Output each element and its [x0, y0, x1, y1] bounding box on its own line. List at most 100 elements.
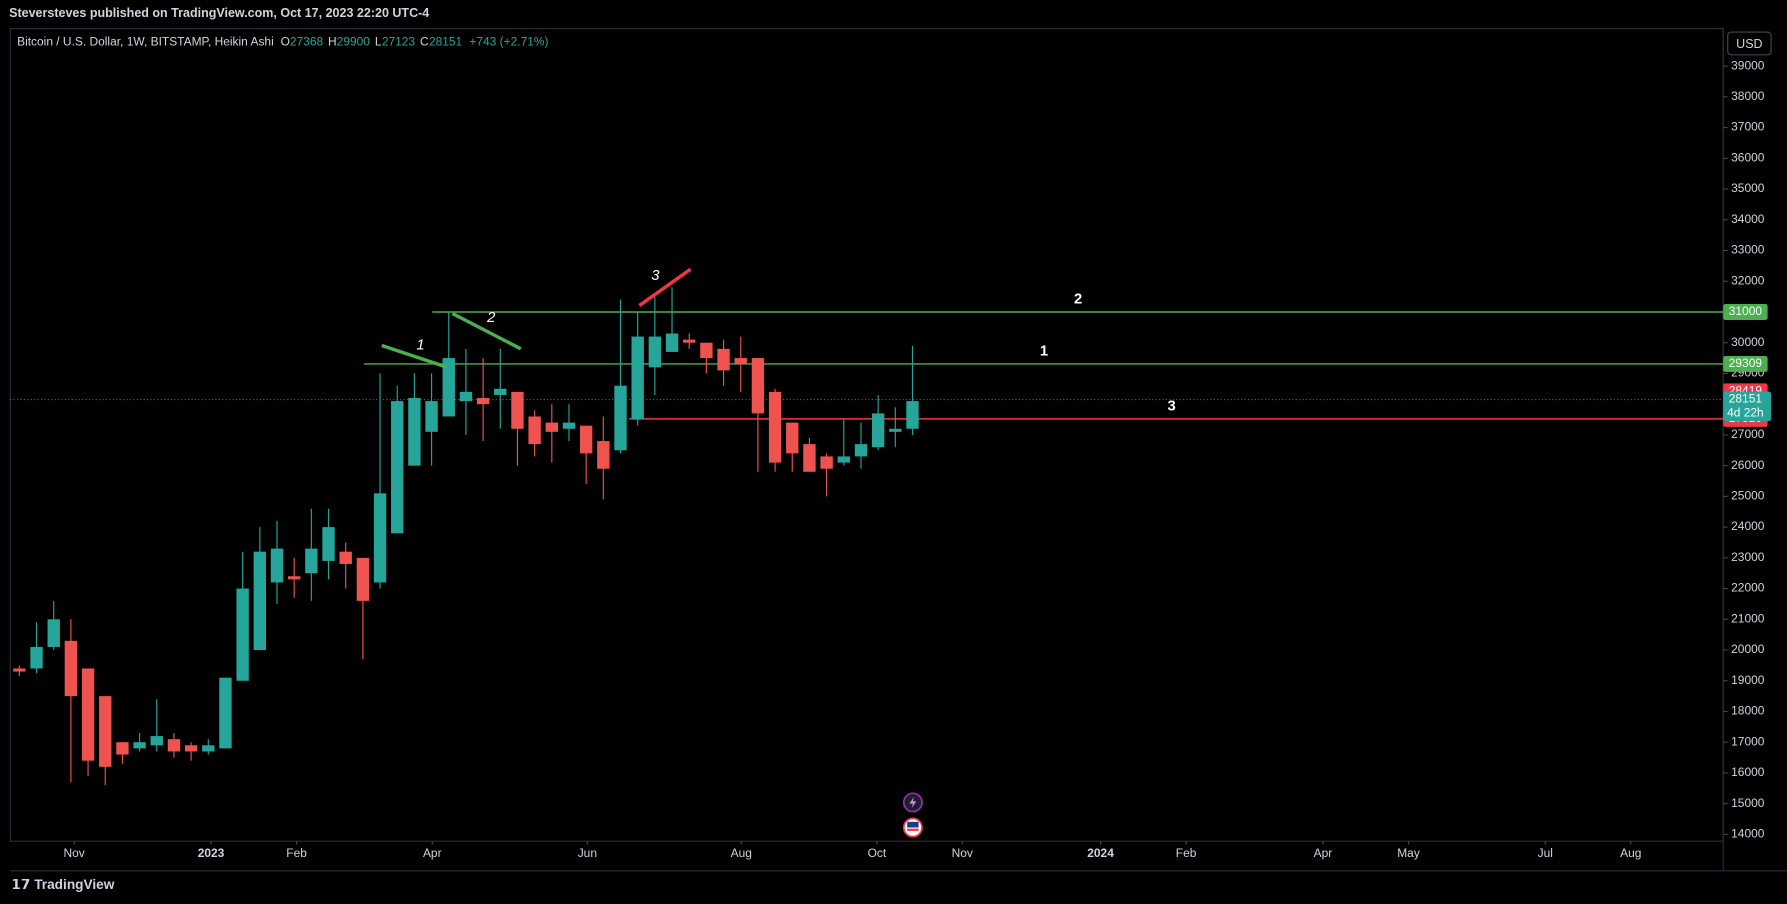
x-tick-label: Apr	[423, 846, 442, 860]
brand: TradingView	[34, 877, 115, 892]
ohlc-value: 27368	[290, 34, 324, 48]
level-label: 3	[1167, 398, 1175, 414]
x-tick-label: Apr	[1314, 846, 1333, 860]
candle-body	[133, 742, 146, 749]
level-tag-label: 31000	[1729, 304, 1763, 318]
candle-body	[631, 336, 644, 420]
y-tick-label: 26000	[1731, 458, 1765, 472]
candle-body	[442, 358, 455, 417]
candle-body	[219, 677, 232, 749]
x-tick-label: Aug	[731, 846, 752, 860]
candle-body	[305, 548, 318, 574]
candle-body	[373, 493, 387, 583]
candle-body	[99, 696, 112, 767]
change: +743 (+2.71%)	[469, 34, 548, 48]
candle-body	[906, 401, 919, 429]
x-tick-label: Feb	[1176, 846, 1197, 860]
y-tick-label: 39000	[1731, 58, 1765, 72]
level-tag	[1723, 355, 1768, 372]
candle-body	[597, 441, 610, 469]
candle-body	[425, 401, 438, 432]
candle-body	[803, 444, 816, 472]
trend-line	[451, 312, 522, 351]
x-tick-label: Jul	[1538, 846, 1553, 860]
trend-line	[381, 343, 448, 369]
y-tick-label: 22000	[1731, 581, 1765, 595]
level-tag-label: 29309	[1729, 356, 1763, 370]
candle-body	[287, 576, 301, 580]
candle-body	[494, 388, 507, 395]
ohlc-legend: O 27368 H 29900 L 27123 C 28151 +743 (+2.71%)	[281, 34, 549, 48]
ohlc-key: H	[328, 34, 337, 48]
x-tick-label: 2023	[198, 846, 225, 860]
candle-body	[545, 422, 558, 432]
y-tick-label: 20000	[1731, 642, 1765, 656]
x-tick-label: Feb	[286, 846, 307, 860]
y-tick-label: 24000	[1731, 519, 1765, 533]
candle-body	[665, 333, 679, 352]
brand-logo: 𝟭𝟳	[11, 877, 30, 892]
candle-body	[820, 456, 833, 469]
candle-body	[734, 358, 747, 365]
candle-body	[476, 398, 490, 405]
plot: 14000 15000 16000 17000 18000 19000 20000 21000…	[10, 58, 1772, 860]
candle-body	[700, 342, 713, 359]
candle-body	[253, 551, 267, 651]
candle-body	[116, 742, 129, 755]
y-tick-label: 19000	[1731, 673, 1765, 687]
y-tick-label: 35000	[1731, 181, 1765, 195]
y-tick-label: 16000	[1731, 765, 1765, 779]
candle-body	[683, 339, 696, 343]
y-tick-label: 23000	[1731, 550, 1765, 564]
candle-body	[13, 668, 26, 672]
candle-body	[614, 385, 627, 451]
y-tick-label: 30000	[1731, 335, 1765, 349]
y-tick-label: 36000	[1731, 150, 1765, 164]
candle-body	[768, 391, 782, 463]
candle-body	[30, 646, 43, 669]
y-tick-label: 32000	[1731, 273, 1765, 287]
candle-body	[202, 745, 215, 752]
price-tag-label: 28151	[1729, 392, 1763, 406]
ohlc-value: 29900	[337, 34, 371, 48]
level-label: 1	[1040, 343, 1048, 359]
currency: USD	[1736, 37, 1762, 51]
y-tick-label: 27000	[1731, 427, 1765, 441]
x-tick-label: Nov	[952, 846, 973, 860]
candle-body	[459, 391, 473, 402]
candle-body	[871, 413, 885, 448]
currency-button[interactable]	[1727, 31, 1772, 56]
drawing-label: 2	[486, 310, 496, 326]
candle-body	[648, 336, 662, 368]
candle-body	[184, 745, 198, 752]
candle-body	[322, 527, 335, 561]
candle-body	[562, 422, 576, 429]
ohlc-value: 28151	[429, 34, 463, 48]
ohlc-key: O	[281, 34, 290, 48]
drawing-label: 1	[416, 337, 424, 353]
x-tick-label: May	[1397, 846, 1420, 860]
candle-body	[81, 668, 95, 761]
candle-body	[889, 428, 902, 432]
x-tick-label: Aug	[1620, 846, 1641, 860]
y-tick-label: 25000	[1731, 489, 1765, 503]
candle-body	[270, 548, 284, 583]
event-icon-glyph	[909, 796, 917, 809]
y-tick-label: 37000	[1731, 120, 1765, 134]
y-tick-label: 18000	[1731, 704, 1765, 718]
candle-body	[339, 551, 352, 564]
y-tick-label: 33000	[1731, 243, 1765, 257]
candle-body	[786, 422, 799, 454]
flag-glyph	[907, 821, 919, 828]
candle-body	[236, 588, 249, 681]
candle-body	[854, 444, 868, 457]
candle-body	[528, 416, 541, 445]
y-tick-label: 14000	[1731, 827, 1765, 841]
y-tick-label: 15000	[1731, 796, 1765, 810]
price-tag	[1723, 391, 1772, 422]
candle-body	[579, 425, 593, 454]
candle-body	[717, 348, 730, 371]
candle-body	[150, 736, 163, 746]
